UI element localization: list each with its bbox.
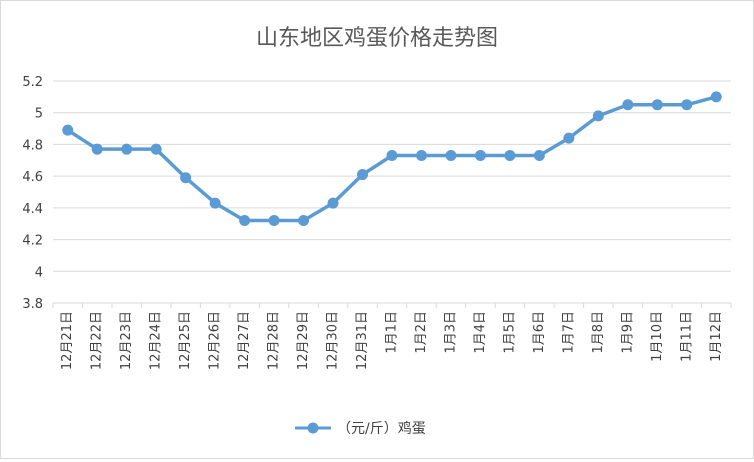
x-tick-label: 1月4日 xyxy=(473,311,488,354)
x-tick-label: 1月12日 xyxy=(709,311,724,362)
y-tick-label: 3.8 xyxy=(22,297,43,312)
x-tick-label: 12月28日 xyxy=(267,311,282,370)
series-layer xyxy=(62,91,722,227)
x-tick-label: 1月9日 xyxy=(620,311,635,354)
data-point xyxy=(533,150,545,162)
x-tick-label: 12月24日 xyxy=(149,311,164,370)
data-point xyxy=(268,215,280,227)
legend-marker-swatch xyxy=(307,422,319,434)
x-tick-label: 12月27日 xyxy=(237,311,252,370)
data-point xyxy=(180,172,192,184)
data-point xyxy=(357,169,369,181)
y-tick-label: 4.4 xyxy=(22,202,43,217)
x-tick-label: 1月3日 xyxy=(443,311,458,354)
data-point xyxy=(121,143,133,155)
y-tick-label: 4 xyxy=(35,265,43,280)
legend: （元/斤）鸡蛋 xyxy=(295,420,426,437)
x-tick-label: 12月23日 xyxy=(119,311,134,370)
data-point xyxy=(209,197,221,209)
y-tick-label: 5 xyxy=(35,107,43,122)
data-point xyxy=(681,99,693,111)
y-tick-label: 4.8 xyxy=(22,138,43,153)
x-tick-label: 1月2日 xyxy=(414,311,429,354)
data-point xyxy=(298,215,310,227)
x-tick-label: 1月1日 xyxy=(385,311,400,354)
gridlines xyxy=(53,80,731,304)
y-tick-label: 5.2 xyxy=(22,75,43,90)
data-point xyxy=(445,150,457,162)
x-tick-label: 1月5日 xyxy=(502,311,517,354)
data-point xyxy=(622,99,634,111)
x-tick-label: 12月31日 xyxy=(355,311,370,370)
y-axis-ticks: 3.8 4 4.2 4.4 4.6 4.8 5 5.2 xyxy=(22,75,43,312)
y-tick-label: 4.2 xyxy=(22,234,43,249)
data-point xyxy=(91,143,103,155)
data-point xyxy=(651,99,663,111)
data-point xyxy=(504,150,516,162)
x-tick-label: 12月30日 xyxy=(326,311,341,370)
x-tick-label: 1月8日 xyxy=(591,311,606,354)
x-tick-label: 12月25日 xyxy=(178,311,193,370)
x-tick-label: 12月22日 xyxy=(90,311,105,370)
x-tick-label: 1月10日 xyxy=(650,311,665,362)
data-point xyxy=(239,215,251,227)
data-point xyxy=(150,143,162,155)
data-point xyxy=(592,110,604,122)
data-point xyxy=(386,150,398,162)
data-point xyxy=(327,197,339,209)
data-point xyxy=(474,150,486,162)
x-tick-label: 1月7日 xyxy=(561,311,576,354)
data-point xyxy=(415,150,427,162)
x-axis: 12月21日 12月22日 12月23日 12月24日 12月25日 12月26日 12月2… xyxy=(52,303,732,370)
x-tick-label: 1月6日 xyxy=(532,311,547,354)
x-tick-label: 12月29日 xyxy=(296,311,311,370)
x-tick-label: 1月11日 xyxy=(679,311,694,362)
y-tick-label: 4.6 xyxy=(22,170,43,185)
x-tick-label: 12月26日 xyxy=(208,311,223,370)
legend-label: （元/斤）鸡蛋 xyxy=(337,420,426,437)
data-point xyxy=(563,132,575,144)
x-tick-label: 12月21日 xyxy=(60,311,75,370)
data-point xyxy=(62,124,74,136)
chart-title: 山东地区鸡蛋价格走势图 xyxy=(256,26,498,51)
data-point xyxy=(710,91,722,103)
